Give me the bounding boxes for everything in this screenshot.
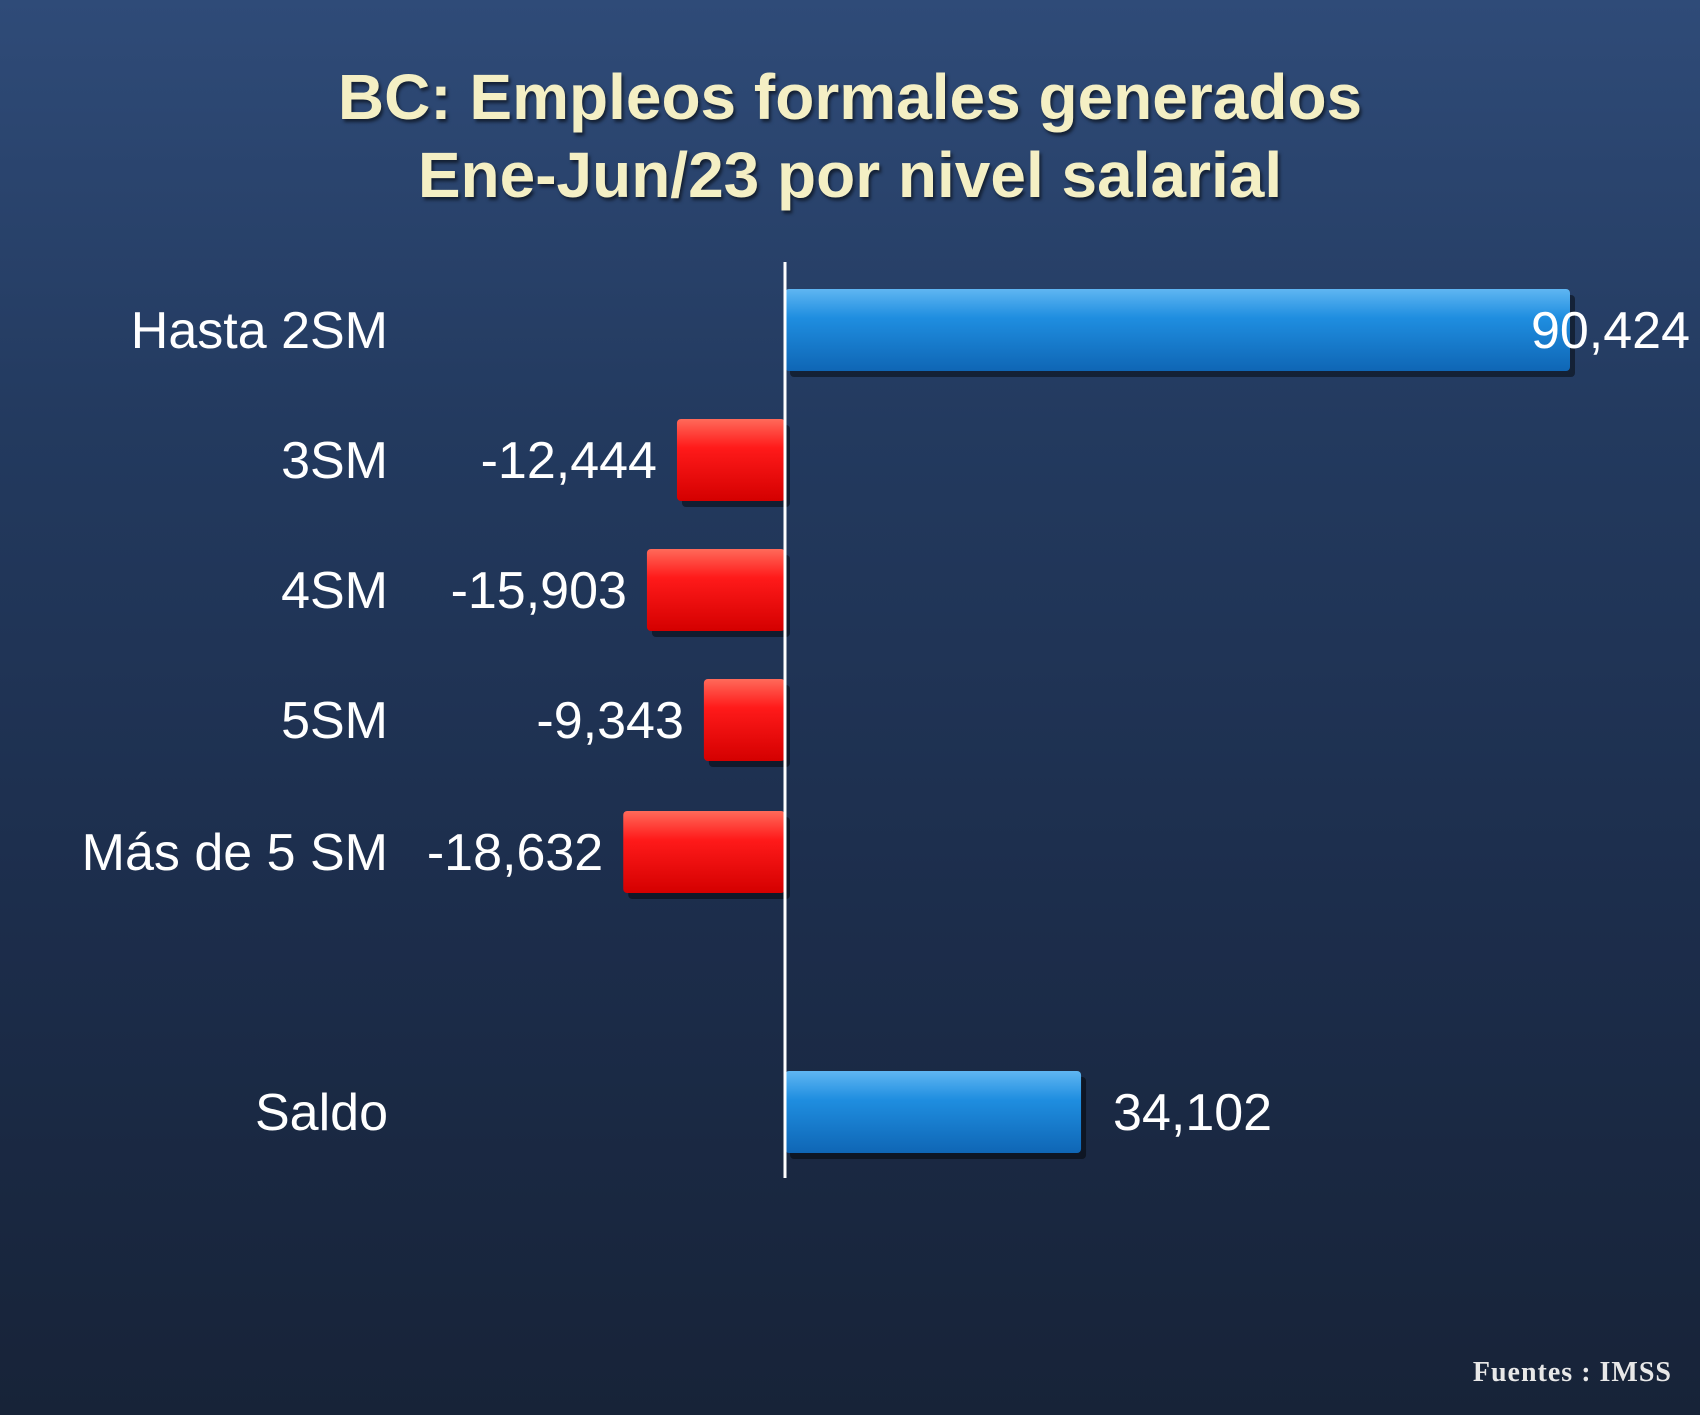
value-label: -15,903 — [451, 562, 627, 620]
category-label: 3SM — [281, 432, 388, 490]
value-label: 34,102 — [1113, 1084, 1272, 1142]
value-label: -12,444 — [481, 432, 657, 490]
bar-m-s-de-5-sm — [623, 811, 785, 893]
value-label: -9,343 — [536, 692, 683, 750]
bar-saldo — [785, 1071, 1082, 1153]
labels-layer: Hasta 2SM 90,424 3SM -12,444 4SM -15,903 5SM -9… — [82, 302, 1690, 1142]
bar-3sm — [676, 419, 785, 501]
category-label: 5SM — [281, 692, 388, 750]
category-label: Saldo — [255, 1084, 388, 1142]
bar-5sm — [703, 679, 785, 761]
chart-title-line-2: Ene-Jun/23 por nivel salarial — [417, 139, 1283, 211]
source-note: Fuentes : IMSS — [1472, 1357, 1672, 1388]
value-label: -18,632 — [427, 824, 603, 882]
chart-title: BC: Empleos formales generados Ene-Jun/2… — [0, 58, 1700, 214]
bar-hasta-2sm — [785, 289, 1570, 371]
bar-4sm — [646, 549, 785, 631]
category-label: 4SM — [281, 562, 388, 620]
bars-layer — [623, 289, 1575, 1159]
category-label: Más de 5 SM — [82, 824, 388, 882]
category-label: Hasta 2SM — [131, 302, 388, 360]
value-label: 90,424 — [1531, 302, 1690, 360]
chart-title-line-1: BC: Empleos formales generados — [337, 61, 1363, 133]
